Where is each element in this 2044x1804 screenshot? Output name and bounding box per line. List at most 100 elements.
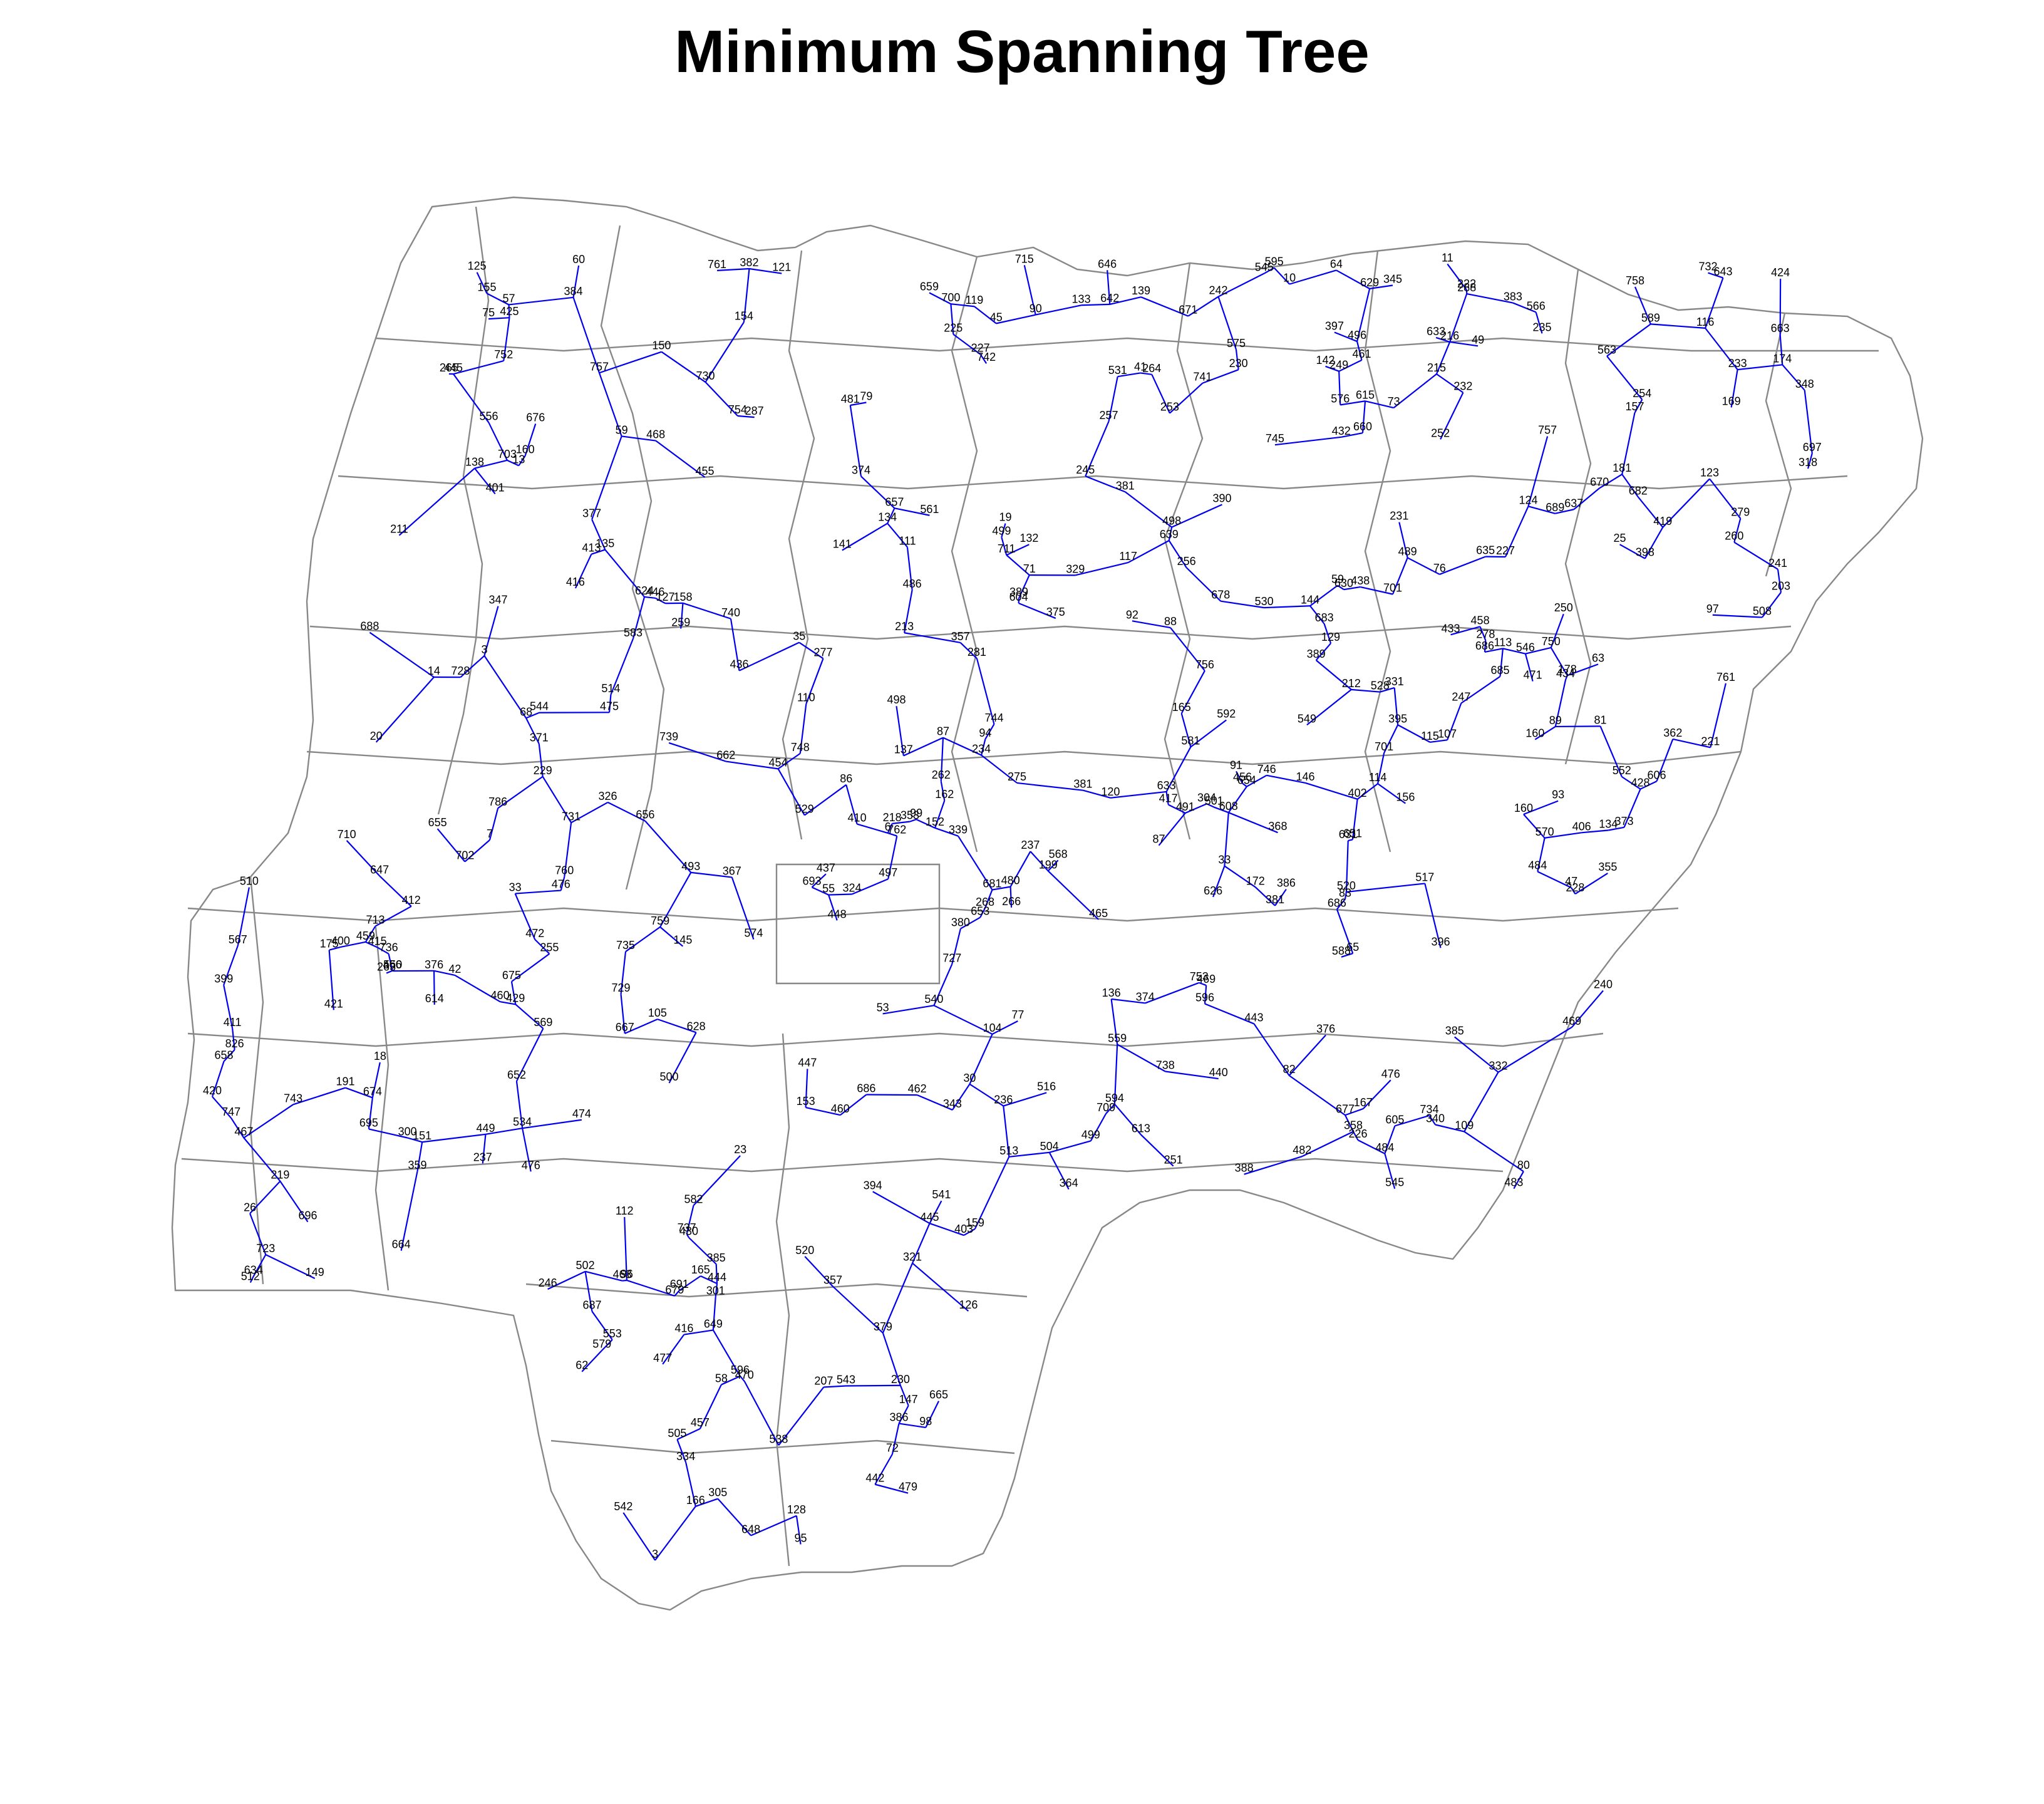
- node-label: 55: [822, 883, 835, 895]
- mst-edge: [1165, 746, 1192, 792]
- mst-edge: [1009, 1151, 1050, 1158]
- mst-edge: [386, 970, 393, 974]
- node-label: 468: [646, 428, 665, 441]
- node-label: 559: [1108, 1032, 1127, 1044]
- mst-edge: [805, 1106, 841, 1116]
- mst-edge: [655, 440, 706, 478]
- mst-edge: [1435, 341, 1451, 375]
- node-label: 76: [1433, 562, 1446, 574]
- node-label: 379: [874, 1320, 892, 1333]
- mst-edge: [659, 926, 684, 947]
- node-label: 728: [451, 665, 470, 677]
- mst-edge: [1111, 998, 1145, 1004]
- node-label: 412: [402, 894, 421, 906]
- mst-edge: [940, 737, 944, 782]
- node-label: 231: [1390, 510, 1408, 522]
- mst-edge: [1151, 374, 1170, 414]
- mst-edge: [777, 768, 805, 816]
- mst-edge: [454, 975, 501, 1003]
- mst-edge: [721, 1375, 741, 1386]
- node-label: 359: [408, 1159, 426, 1171]
- node-label: 136: [1102, 987, 1121, 999]
- node-label: 534: [513, 1116, 532, 1128]
- mst-edge: [564, 822, 572, 877]
- node-label: 639: [1160, 528, 1179, 541]
- node-label: 348: [1795, 378, 1814, 390]
- node-label: 579: [592, 1338, 611, 1350]
- mst-edge: [695, 1498, 718, 1507]
- node-label: 203: [1772, 580, 1790, 593]
- node-label: 332: [1489, 1060, 1507, 1072]
- mst-edge: [804, 1256, 834, 1287]
- mst-edge: [329, 946, 341, 951]
- mst-edge: [1733, 541, 1778, 570]
- mst-edge: [514, 893, 536, 940]
- node-label: 653: [971, 905, 989, 918]
- mst-edge: [1504, 505, 1529, 557]
- mst-edge: [621, 435, 656, 442]
- mst-edge: [1023, 265, 1036, 315]
- node-label: 397: [1325, 320, 1344, 333]
- mst-edge: [887, 832, 897, 837]
- mst-edge: [1009, 851, 1031, 888]
- node-label: 436: [730, 658, 748, 671]
- node-label: 667: [616, 1021, 634, 1034]
- mst-edge: [909, 819, 917, 822]
- node-label: 227: [971, 342, 990, 355]
- mst-edge: [1206, 803, 1215, 808]
- node-label: 114: [1369, 771, 1387, 784]
- mst-edge: [1224, 865, 1256, 888]
- node-label: 549: [1298, 712, 1316, 725]
- mst-edge: [1430, 739, 1448, 743]
- node-label: 550: [383, 958, 402, 971]
- node-label: 396: [1431, 935, 1450, 948]
- node-label: 629: [1360, 276, 1379, 289]
- node-label: 747: [222, 1106, 240, 1118]
- mst-edge: [483, 655, 527, 719]
- node-label: 400: [331, 935, 350, 947]
- node-label: 134: [1599, 817, 1618, 830]
- mst-edge: [952, 333, 981, 355]
- mst-edge: [845, 784, 858, 824]
- mst-edge: [1523, 800, 1559, 816]
- node-label: 727: [942, 951, 961, 964]
- node-label: 124: [1519, 494, 1537, 506]
- mst-edge: [1574, 873, 1608, 895]
- mst-edge: [1165, 1070, 1219, 1080]
- mst-edge: [1081, 303, 1110, 306]
- node-label: 62: [576, 1359, 588, 1372]
- node-label: 26: [244, 1201, 256, 1213]
- mst-edge: [1705, 328, 1738, 370]
- mst-edge: [1218, 272, 1265, 298]
- node-label: 569: [534, 1016, 552, 1029]
- mst-edge: [1673, 738, 1711, 749]
- node-label: 683: [1315, 611, 1334, 624]
- mst-edge: [620, 951, 627, 995]
- node-label: 260: [1725, 530, 1743, 542]
- mst-edge: [538, 744, 544, 777]
- node-label: 538: [769, 1433, 788, 1445]
- mst-edge: [1623, 789, 1641, 828]
- mst-edge: [1435, 336, 1450, 343]
- mst-edge: [1393, 687, 1399, 725]
- node-label: 158: [673, 591, 692, 603]
- node-label: 476: [552, 878, 570, 891]
- mst-edge: [1306, 689, 1352, 726]
- node-label: 456: [1233, 771, 1252, 784]
- node-label: 433: [1441, 622, 1460, 635]
- node-label: 671: [1179, 304, 1197, 316]
- mst-edge: [1550, 647, 1568, 676]
- mst-edge: [904, 589, 913, 633]
- node-label: 499: [1081, 1128, 1100, 1141]
- node-label: 95: [795, 1532, 807, 1544]
- mst-edge: [249, 1180, 281, 1215]
- mst-edge: [1048, 1152, 1070, 1190]
- mst-edge: [1212, 866, 1226, 898]
- mst-edge: [1016, 782, 1083, 791]
- mst-edge: [511, 953, 550, 982]
- mst-edge: [522, 1119, 582, 1129]
- node-label: 245: [1076, 464, 1095, 476]
- mst-edge: [1001, 523, 1006, 537]
- node-label: 745: [1266, 432, 1284, 445]
- node-label: 545: [1255, 261, 1274, 274]
